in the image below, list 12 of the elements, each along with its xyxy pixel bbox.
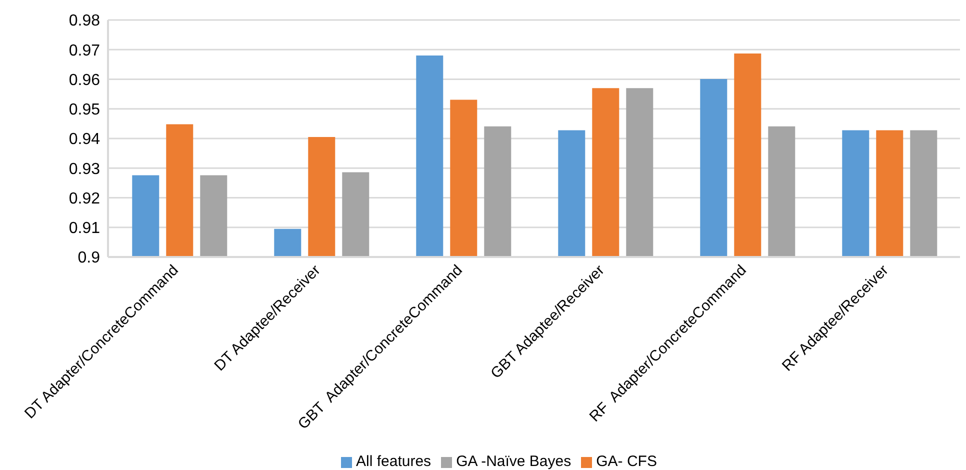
y-tick-label: 0.96 (68, 72, 100, 89)
legend-label: GA- CFS (596, 453, 657, 470)
y-tick-label: 0.98 (68, 12, 100, 30)
y-tick-label: 0.91 (68, 220, 100, 238)
legend-label: GA -Naïve Bayes (456, 453, 572, 470)
y-tick-label: 0.9 (78, 250, 100, 267)
y-tick-label: 0.97 (68, 42, 100, 60)
y-tick-label: 0.95 (68, 102, 100, 119)
y-tick-label: 0.93 (68, 160, 100, 178)
y-tick-label: 0.92 (68, 190, 100, 208)
y-tick-label: 0.94 (68, 131, 100, 148)
legend-label: All features (356, 453, 432, 470)
